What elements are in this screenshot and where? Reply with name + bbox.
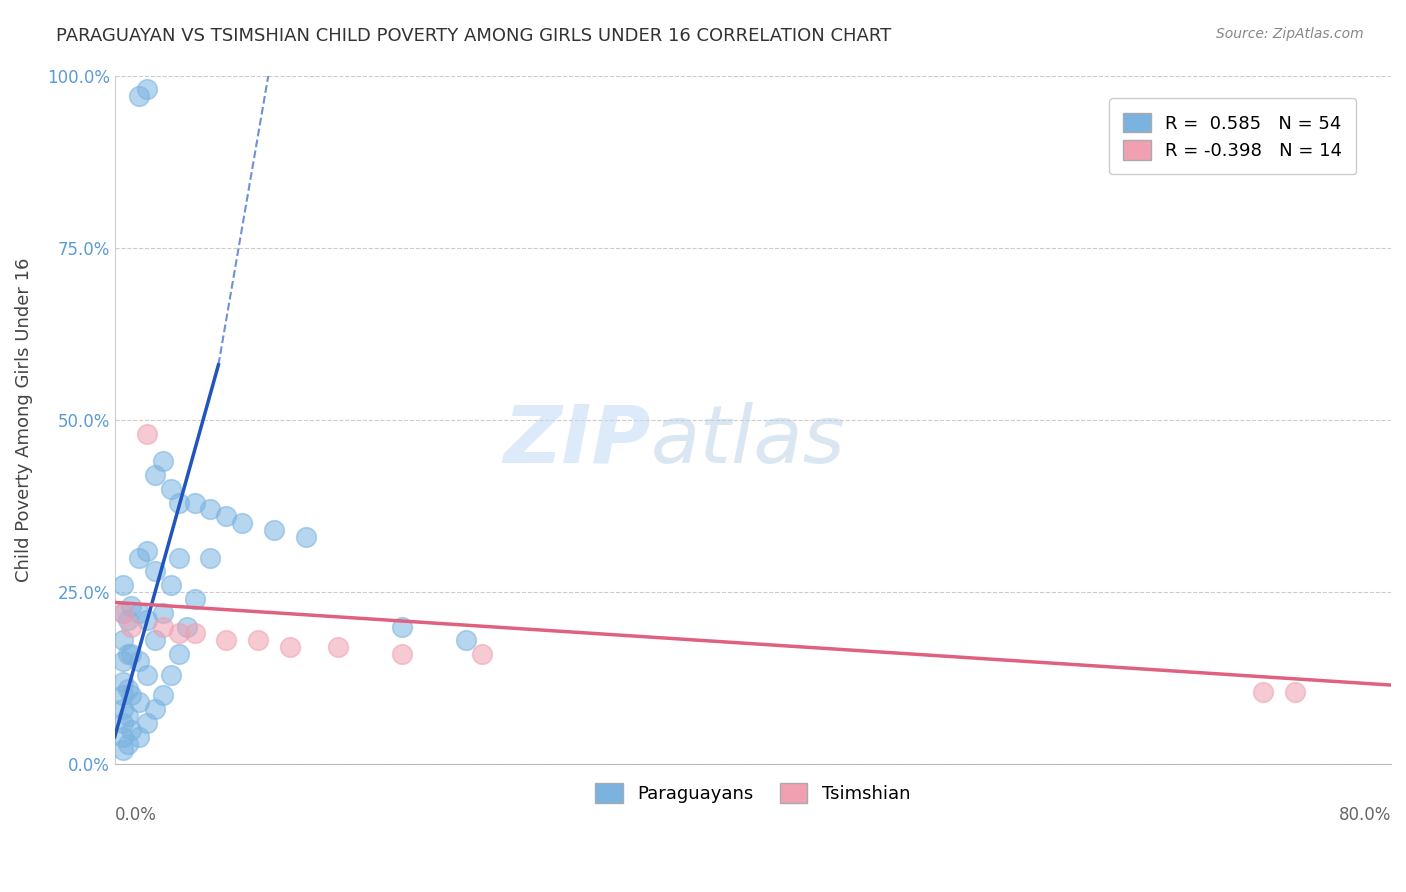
Point — [152, 619, 174, 633]
Point — [471, 647, 494, 661]
Point — [215, 509, 238, 524]
Point — [135, 82, 157, 96]
Point — [117, 647, 139, 661]
Legend: Paraguayans, Tsimshian: Paraguayans, Tsimshian — [581, 768, 925, 817]
Point — [176, 619, 198, 633]
Point — [159, 482, 181, 496]
Text: Source: ZipAtlas.com: Source: ZipAtlas.com — [1216, 27, 1364, 41]
Point — [454, 633, 477, 648]
Point — [111, 654, 134, 668]
Point — [128, 89, 150, 103]
Point — [111, 689, 134, 703]
Point — [391, 647, 413, 661]
Point — [167, 647, 190, 661]
Point — [247, 633, 270, 648]
Point — [117, 613, 139, 627]
Point — [278, 640, 301, 655]
Point — [200, 502, 222, 516]
Point — [159, 667, 181, 681]
Point — [135, 667, 157, 681]
Point — [111, 715, 134, 730]
Point — [120, 647, 142, 661]
Point — [111, 606, 134, 620]
Point — [135, 426, 157, 441]
Point — [120, 689, 142, 703]
Point — [391, 619, 413, 633]
Point — [111, 730, 134, 744]
Point — [159, 578, 181, 592]
Point — [111, 702, 134, 716]
Point — [117, 737, 139, 751]
Point — [135, 543, 157, 558]
Point — [135, 613, 157, 627]
Point — [152, 454, 174, 468]
Point — [263, 523, 285, 537]
Point — [143, 468, 166, 483]
Text: atlas: atlas — [651, 401, 845, 480]
Text: 0.0%: 0.0% — [115, 805, 156, 823]
Point — [152, 606, 174, 620]
Point — [128, 730, 150, 744]
Point — [1284, 685, 1306, 699]
Point — [128, 695, 150, 709]
Point — [111, 674, 134, 689]
Text: PARAGUAYAN VS TSIMSHIAN CHILD POVERTY AMONG GIRLS UNDER 16 CORRELATION CHART: PARAGUAYAN VS TSIMSHIAN CHILD POVERTY AM… — [56, 27, 891, 45]
Point — [128, 550, 150, 565]
Point — [167, 550, 190, 565]
Point — [183, 591, 205, 606]
Text: 80.0%: 80.0% — [1339, 805, 1391, 823]
Point — [1253, 685, 1275, 699]
Point — [117, 709, 139, 723]
Point — [215, 633, 238, 648]
Point — [167, 495, 190, 509]
Point — [111, 606, 134, 620]
Point — [143, 565, 166, 579]
Point — [135, 715, 157, 730]
Point — [143, 702, 166, 716]
Point — [111, 743, 134, 757]
Point — [111, 633, 134, 648]
Point — [231, 516, 253, 531]
Point — [200, 550, 222, 565]
Point — [120, 619, 142, 633]
Point — [120, 723, 142, 737]
Point — [128, 606, 150, 620]
Point — [128, 654, 150, 668]
Point — [120, 599, 142, 613]
Point — [167, 626, 190, 640]
Point — [117, 681, 139, 696]
Point — [183, 495, 205, 509]
Point — [111, 578, 134, 592]
Y-axis label: Child Poverty Among Girls Under 16: Child Poverty Among Girls Under 16 — [15, 258, 32, 582]
Point — [143, 633, 166, 648]
Point — [295, 530, 318, 544]
Text: ZIP: ZIP — [503, 401, 651, 480]
Point — [326, 640, 349, 655]
Point — [152, 689, 174, 703]
Point — [183, 626, 205, 640]
